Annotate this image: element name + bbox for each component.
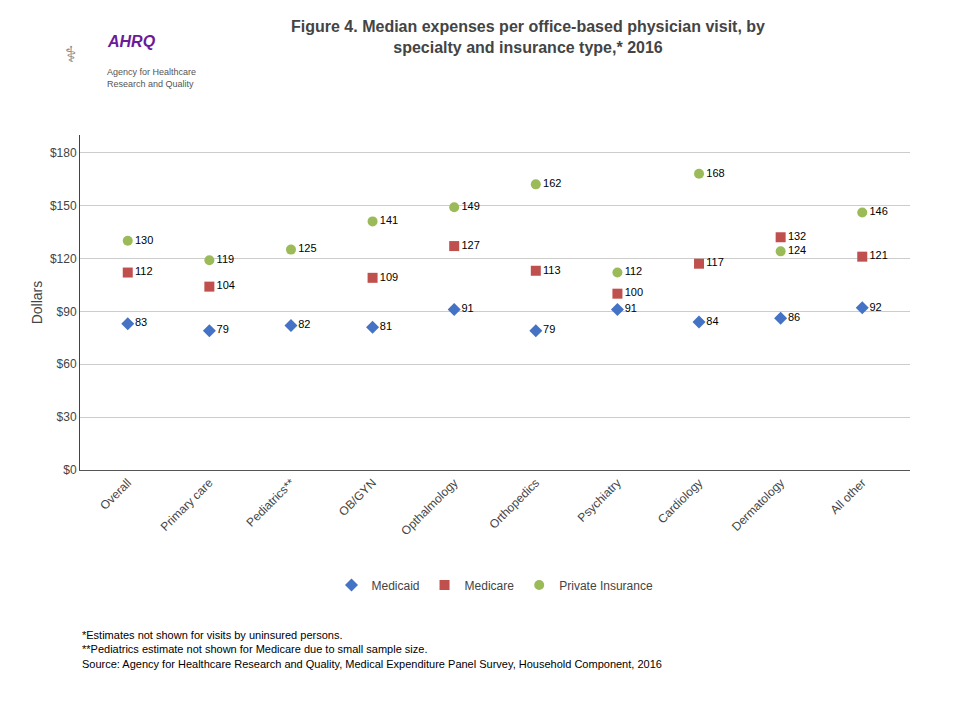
svg-text:162: 162 xyxy=(543,177,561,189)
svg-text:*Estimates not shown for visit: *Estimates not shown for visits by unins… xyxy=(82,629,662,670)
svg-text:OB/GYN: OB/GYN xyxy=(336,476,379,519)
svg-text:$60: $60 xyxy=(57,357,77,371)
svg-text:124: 124 xyxy=(788,244,806,256)
svg-text:109: 109 xyxy=(380,271,398,283)
svg-text:$150: $150 xyxy=(50,199,77,213)
svg-text:Overall: Overall xyxy=(97,476,134,513)
svg-text:104: 104 xyxy=(217,279,235,291)
svg-text:Orthopedics: Orthopedics xyxy=(487,476,543,532)
svg-text:$120: $120 xyxy=(50,252,77,266)
svg-text:Figure 4. Median expenses per: Figure 4. Median expenses per office-bas… xyxy=(291,18,765,56)
svg-text:83: 83 xyxy=(135,316,147,328)
svg-text:All other: All other xyxy=(828,476,869,517)
svg-text:84: 84 xyxy=(706,315,718,327)
svg-text:149: 149 xyxy=(461,200,479,212)
svg-text:112: 112 xyxy=(625,265,643,277)
svg-text:$90: $90 xyxy=(57,305,77,319)
svg-text:141: 141 xyxy=(380,214,398,226)
svg-text:86: 86 xyxy=(788,311,800,323)
svg-text:⚕: ⚕ xyxy=(65,42,77,67)
svg-text:Agency for HealthcareResearch: Agency for HealthcareResearch and Qualit… xyxy=(107,67,196,89)
svg-text:82: 82 xyxy=(298,318,310,330)
svg-text:127: 127 xyxy=(461,239,479,251)
svg-text:168: 168 xyxy=(706,167,724,179)
svg-text:Dermatology: Dermatology xyxy=(729,476,787,534)
svg-text:100: 100 xyxy=(625,286,643,298)
svg-text:117: 117 xyxy=(706,256,724,268)
svg-text:91: 91 xyxy=(625,302,637,314)
svg-text:91: 91 xyxy=(461,302,473,314)
svg-text:Primary care: Primary care xyxy=(158,476,216,534)
svg-text:132: 132 xyxy=(788,230,806,242)
svg-text:79: 79 xyxy=(217,323,229,335)
svg-text:Medicaid: Medicaid xyxy=(372,579,420,593)
svg-text:130: 130 xyxy=(135,234,153,246)
svg-text:Private Insurance: Private Insurance xyxy=(559,579,653,593)
svg-text:Dollars: Dollars xyxy=(29,281,45,325)
svg-text:Medicare: Medicare xyxy=(465,579,515,593)
svg-text:AHRQ: AHRQ xyxy=(107,33,156,50)
svg-text:92: 92 xyxy=(870,301,882,313)
svg-text:81: 81 xyxy=(380,320,392,332)
svg-text:125: 125 xyxy=(298,242,316,254)
svg-text:Pediatrics**: Pediatrics** xyxy=(244,476,298,530)
svg-text:119: 119 xyxy=(217,253,235,265)
svg-text:$30: $30 xyxy=(57,410,77,424)
svg-text:79: 79 xyxy=(543,323,555,335)
svg-text:$0: $0 xyxy=(63,463,77,477)
svg-text:113: 113 xyxy=(543,264,561,276)
svg-text:Cardiology: Cardiology xyxy=(655,476,705,526)
svg-text:112: 112 xyxy=(135,265,153,277)
svg-text:$180: $180 xyxy=(50,146,77,160)
svg-text:Opthalmology: Opthalmology xyxy=(398,476,460,538)
svg-text:121: 121 xyxy=(870,249,888,261)
svg-text:Psychiatry: Psychiatry xyxy=(575,476,624,525)
svg-text:146: 146 xyxy=(870,205,888,217)
